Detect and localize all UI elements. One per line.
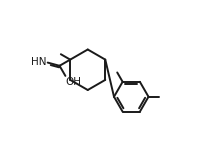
Text: HN: HN xyxy=(31,57,46,67)
Text: OH: OH xyxy=(65,77,81,87)
